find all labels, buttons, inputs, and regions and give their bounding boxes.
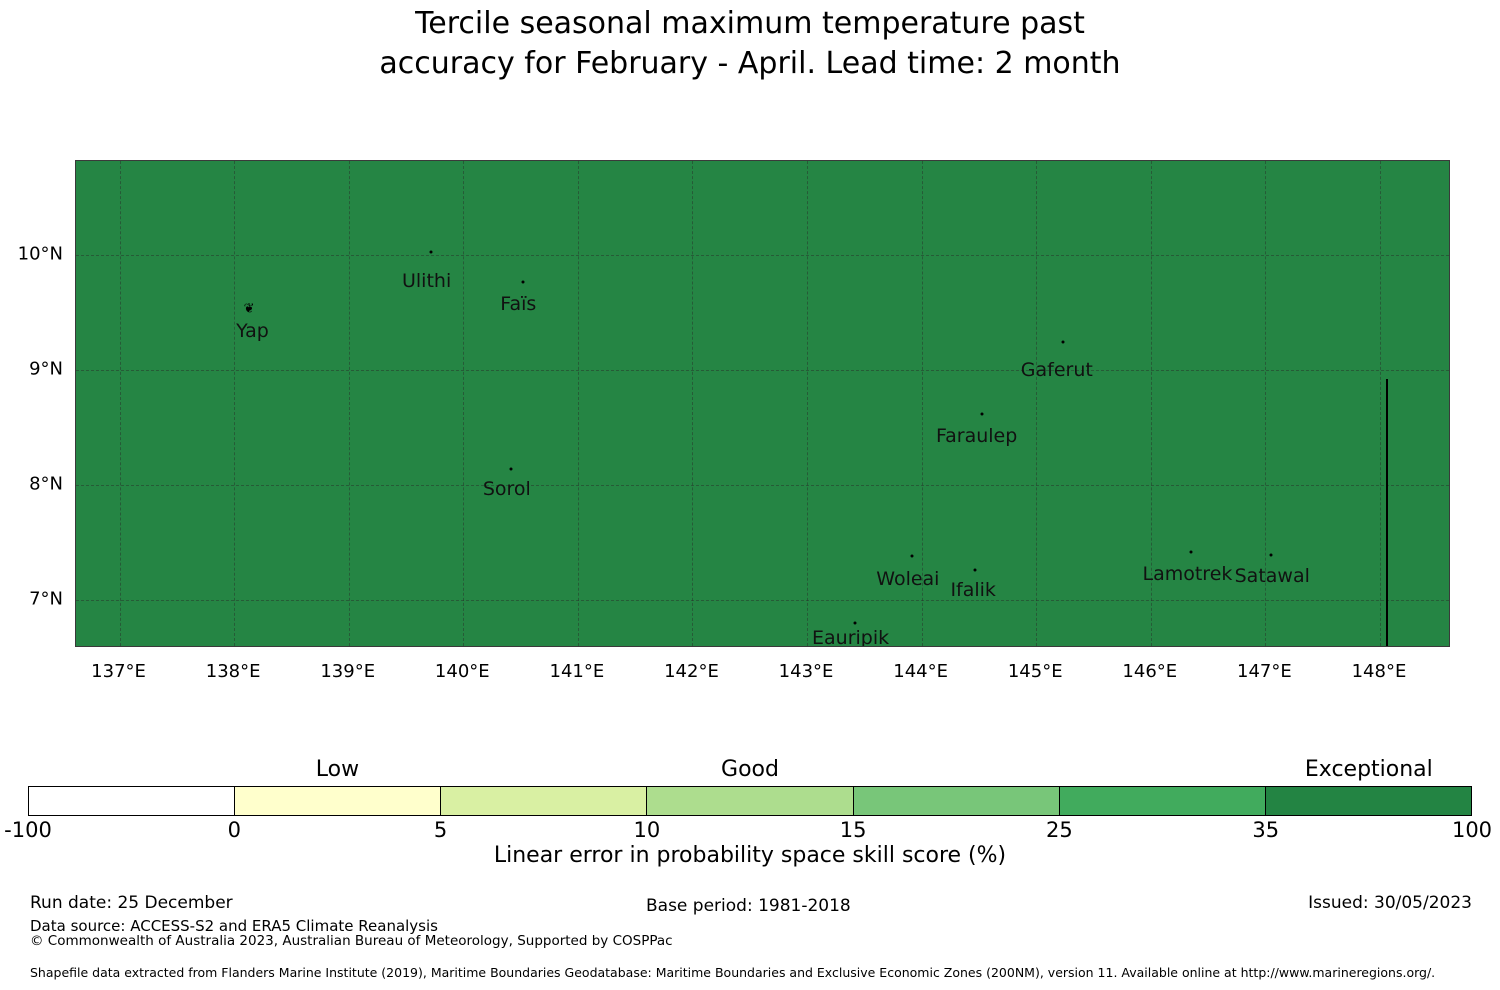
island-marker-ulithi (429, 250, 433, 254)
gridline-vertical (1150, 161, 1152, 646)
xtick-label: 143°E (778, 661, 834, 682)
colorbar-tick-label: -100 (4, 818, 52, 842)
island-label-fas: Faïs (500, 293, 537, 316)
colorbar-category-exceptional: Exceptional (1304, 757, 1433, 782)
gridline-vertical (1379, 161, 1381, 646)
island-label-woleai: Woleai (876, 567, 940, 590)
data-source-text: Data source: ACCESS-S2 and ERA5 Climate … (30, 917, 438, 935)
colorbar-tick-label: 15 (839, 818, 867, 842)
colorbar-segment (647, 787, 854, 815)
xtick-label: 140°E (434, 661, 490, 682)
colorbar-tick-label: 100 (1451, 818, 1493, 842)
gridline-vertical (921, 161, 923, 646)
gridline-vertical (577, 161, 579, 646)
island-marker-eauripik (853, 621, 857, 625)
base-period-text: Base period: 1981-2018 (646, 896, 851, 916)
island-marker-satawal (1269, 553, 1273, 557)
island-label-sorol: Sorol (482, 478, 531, 500)
colorbar-segment (853, 787, 1060, 815)
gridline-horizontal (76, 370, 1449, 372)
island-label-yap: Yap (236, 319, 269, 342)
xtick-label: 146°E (1122, 661, 1178, 682)
gridline-horizontal (76, 255, 1449, 257)
island-marker-woleai (910, 554, 914, 558)
issued-date-text: Issued: 30/05/2023 (1308, 893, 1472, 913)
island-label-ifalik: Ifalik (950, 579, 996, 602)
colorbar-category-good: Good (721, 757, 779, 782)
xtick-label: 139°E (320, 661, 376, 682)
gridline-vertical (807, 161, 809, 646)
colorbar (28, 786, 1472, 816)
colorbar-segment (441, 787, 648, 815)
gridline-vertical (119, 161, 121, 646)
island-label-satawal: Satawal (1234, 565, 1310, 588)
xtick-label: 138°E (205, 661, 261, 682)
colorbar-segment (29, 787, 236, 815)
island-marker-yap: ❦ (243, 301, 255, 317)
colorbar-tick-label: 0 (227, 818, 241, 842)
colorbar-segment (1265, 787, 1471, 815)
page-title: Tercile seasonal maximum temperature pas… (379, 6, 1121, 81)
ytick-label: 7°N (29, 588, 63, 610)
island-marker-ifalik (973, 568, 977, 572)
colorbar-segment (1059, 787, 1266, 815)
island-marker-fas (521, 280, 525, 284)
colorbar-tick-label: 10 (633, 818, 661, 842)
gridline-horizontal (76, 484, 1449, 486)
ytick-label: 9°N (29, 358, 63, 380)
colorbar-tick-label: 5 (433, 818, 448, 842)
xtick-label: 137°E (91, 661, 146, 682)
colorbar-tick-label: 35 (1252, 818, 1280, 842)
island-label-ulithi: Ulithi (402, 270, 452, 293)
gridline-vertical (348, 161, 350, 646)
map-plot-area: ❦ Yap Ulithi Faïs Gaferut Faraulep Sorol Wolea… (75, 160, 1450, 647)
colorbar-axis-label: Linear error in probability space skill … (493, 843, 1007, 868)
ytick-label: 10°N (17, 243, 63, 265)
xtick-label: 145°E (1007, 661, 1063, 682)
ytick-label: 8°N (29, 473, 63, 495)
copyright-text: © Commonwealth of Australia 2023, Austra… (30, 933, 673, 949)
xtick-label: 142°E (664, 661, 719, 682)
colorbar-segment (235, 787, 442, 815)
xtick-label: 141°E (549, 661, 605, 682)
xtick-label: 147°E (1237, 661, 1292, 682)
island-marker-gaferut (1061, 340, 1065, 344)
shapefile-attribution-text: Shapefile data extracted from Flanders M… (30, 965, 1436, 980)
island-marker-faraulep (980, 412, 984, 416)
island-label-lamotrek: Lamotrek (1142, 563, 1233, 585)
skill-score-region-fill (76, 161, 1449, 646)
xtick-label: 148°E (1351, 661, 1407, 682)
gridline-vertical (692, 161, 694, 646)
island-label-faraulep: Faraulep (935, 425, 1018, 448)
gridline-vertical (463, 161, 465, 646)
gridline-vertical (1265, 161, 1267, 646)
colorbar-tick-label: 25 (1046, 818, 1073, 842)
xtick-label: 144°E (893, 661, 948, 682)
island-marker-lamotrek (1189, 550, 1193, 554)
gridline-vertical (234, 161, 236, 646)
run-date-text: Run date: 25 December (30, 893, 233, 913)
gridline-vertical (1036, 161, 1038, 646)
gridline-horizontal (76, 599, 1449, 601)
eez-line (1385, 379, 1388, 646)
island-marker-sorol (509, 467, 513, 471)
island-label-eauripik: Eauripik (812, 627, 890, 647)
colorbar-category-low: Low (315, 757, 360, 782)
island-label-gaferut: Gaferut (1020, 358, 1093, 381)
